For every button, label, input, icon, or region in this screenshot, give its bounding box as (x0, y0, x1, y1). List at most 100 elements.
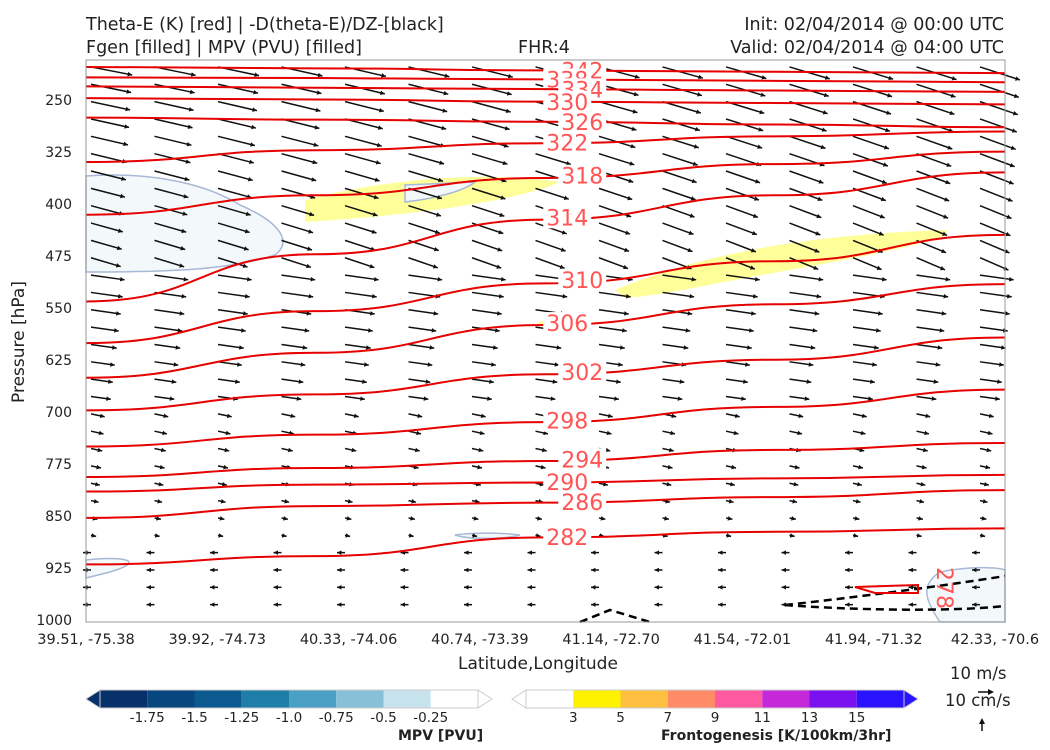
wind-vector-shaft (344, 291, 377, 298)
wind-vector-shaft (916, 118, 954, 133)
wind-vector-head (183, 276, 189, 282)
wind-vector-head (908, 567, 913, 573)
wind-vector-head (689, 213, 695, 218)
wind-vector-head (400, 585, 405, 590)
wind-vector-head (337, 567, 342, 573)
wind-vector-head (972, 550, 977, 555)
wind-vector-head (527, 567, 532, 573)
wind-vector-shaft (408, 152, 445, 165)
wind-vector-head (362, 379, 367, 384)
theta-e-contour-318 (85, 150, 1006, 216)
wind-vector-head (876, 265, 882, 270)
wind-vector-head (210, 550, 215, 555)
wind-vector-head (184, 176, 190, 182)
wind-vector-shaft (344, 170, 380, 182)
theta-e-contour-310 (85, 233, 1006, 345)
wind-vector-head (489, 379, 494, 384)
wind-vector-head (823, 92, 829, 98)
wind-vector-head (754, 196, 759, 201)
wind-vector-head (868, 396, 873, 401)
x-axis-label: Latitude,Longitude (458, 654, 618, 674)
wind-vector-head (540, 464, 546, 470)
wind-vector-head (498, 294, 504, 299)
mpv-region (454, 532, 521, 540)
wind-vector-head (874, 345, 879, 350)
wind-vector-head (1004, 249, 1010, 254)
wind-vector-head (718, 567, 723, 573)
wind-vector-head (943, 294, 949, 299)
mpv-region (85, 557, 130, 579)
fgen-colorbar-tick-label: 5 (616, 710, 625, 726)
wind-vector-head (441, 125, 447, 131)
wind-vector-shaft (789, 222, 821, 236)
wind-vector-head (921, 464, 927, 470)
wind-vector-head (83, 585, 88, 590)
x-tick-label: 40.74, -73.39 (431, 632, 529, 648)
wind-vector-head (754, 276, 760, 282)
wind-vector-head (435, 212, 441, 217)
wind-vector-head (625, 294, 631, 299)
wind-vector-shaft (281, 83, 322, 95)
wind-vector-head (443, 90, 449, 96)
contour-label-302: 302 (561, 361, 603, 386)
wind-vector-head (945, 276, 951, 282)
wind-vector-shaft (789, 205, 822, 219)
wind-vector-head (425, 379, 431, 384)
wind-vector-shaft (90, 170, 127, 181)
wind-vector-shaft (916, 309, 947, 315)
wind-vector-head (793, 481, 799, 487)
wind-vector-head (624, 247, 630, 252)
wind-vector-head (126, 89, 132, 94)
wind-vector-head (1001, 345, 1006, 350)
wind-vector-head (812, 328, 818, 333)
wind-vector-head (1011, 128, 1017, 133)
wind-vector-head (559, 264, 565, 269)
fgen-colorbar-tick-label: 3 (568, 710, 578, 726)
wind-vector-head (121, 176, 126, 181)
wind-vector-head (307, 246, 313, 251)
wind-vector-shaft (471, 309, 502, 315)
y-tick-label: 325 (45, 144, 72, 161)
wind-vector-head (464, 550, 469, 555)
wind-vector-shaft (725, 274, 760, 281)
wind-vector-head (487, 396, 492, 401)
wind-vector-shaft (789, 309, 820, 315)
wind-vector-head (794, 464, 800, 470)
mpv-region (85, 174, 284, 273)
wind-vector-head (507, 73, 513, 79)
wind-vector-head (1015, 76, 1020, 81)
wind-vector-head (918, 516, 923, 521)
wind-vector-head (112, 345, 117, 350)
wind-vector-head (814, 248, 820, 253)
wind-vector-shaft (408, 170, 444, 182)
wind-vector-shaft (535, 291, 568, 298)
wind-vector-head (173, 362, 179, 367)
wind-vector-head (505, 108, 511, 114)
wind-vector-head (375, 160, 381, 165)
wind-vector-head (908, 602, 913, 607)
wind-vector-head (693, 144, 699, 149)
wind-vector-shaft (217, 204, 251, 216)
wind-vector-shaft (598, 291, 631, 298)
wind-vector-head (247, 176, 253, 182)
wind-vector-head (982, 499, 988, 504)
wind-vector-head (908, 550, 913, 555)
wind-vector-head (190, 72, 196, 77)
wind-vector-head (689, 294, 695, 299)
wind-vector-head (300, 362, 306, 367)
wind-vector-head (1010, 145, 1016, 150)
wind-vector-head (120, 193, 125, 199)
wind-vector-head (919, 499, 925, 504)
wind-vector-head (366, 345, 371, 350)
wind-vector-head (950, 93, 956, 98)
wind-vector-shaft (154, 274, 189, 281)
mpv-colorbar-swatch (383, 690, 431, 708)
wind-vector-head (159, 464, 165, 470)
wind-vector-head (499, 212, 505, 217)
fgen-colorbar-swatch (762, 690, 810, 708)
wind-vector-head (634, 74, 640, 79)
wind-vector-head (246, 276, 252, 282)
wind-vector-shaft (852, 309, 883, 315)
wind-vector-head (621, 328, 627, 333)
mpv-colorbar-extend-high (477, 689, 493, 709)
